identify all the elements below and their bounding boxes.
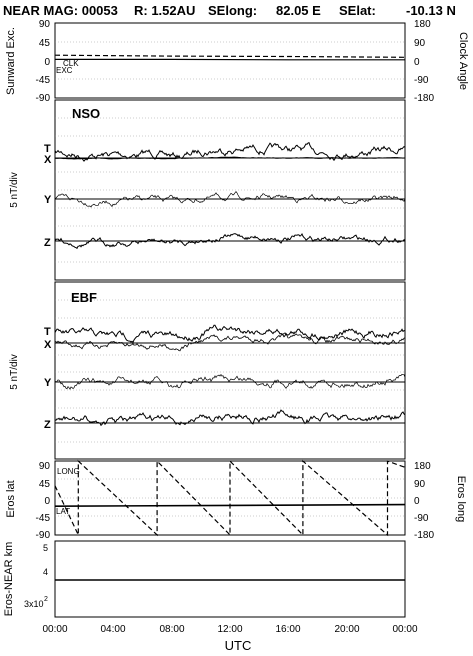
range-ylabel: Eros-NEAR km bbox=[3, 542, 15, 617]
selong-label: SElong: bbox=[208, 3, 257, 18]
tick-label: -90 bbox=[36, 530, 51, 541]
sunward-ylabel: Sunward Exc. bbox=[5, 27, 17, 95]
x-axis-label: UTC bbox=[225, 638, 252, 653]
eros-lat-line bbox=[54, 503, 406, 507]
x-tick-label: 16:00 bbox=[275, 624, 300, 635]
panel-frame-sunward bbox=[54, 22, 406, 99]
long-series-label: LONG bbox=[57, 467, 80, 476]
ebf-trace-label-z: Z bbox=[44, 419, 51, 431]
clock-angle-line bbox=[54, 54, 406, 58]
tick-label: 0 bbox=[414, 496, 420, 507]
ebf-trace-label-t: T bbox=[44, 326, 51, 338]
mission-title: NEAR MAG: 00053 bbox=[3, 3, 118, 18]
x-tick-label: 00:00 bbox=[42, 624, 67, 635]
tick-label: -45 bbox=[36, 75, 51, 86]
tick-label: 0 bbox=[44, 496, 50, 507]
panel-frame-range bbox=[54, 540, 406, 618]
tick-label: 90 bbox=[414, 38, 426, 49]
nso-trace-label-t: T bbox=[44, 143, 51, 155]
clk-series-label: CLK bbox=[63, 59, 79, 68]
selong-value: 82.05 E bbox=[276, 3, 321, 18]
lat-series-label: LAT bbox=[56, 507, 70, 516]
ebf-title: EBF bbox=[71, 290, 97, 305]
range-tick-low: 3x10 bbox=[24, 599, 44, 609]
nso-trace-label-z: Z bbox=[44, 237, 51, 249]
tick-label: 180 bbox=[414, 461, 431, 472]
sunward-gridlines bbox=[55, 41, 405, 80]
eros-long-ylabel: Eros long bbox=[455, 476, 467, 522]
x-tick-label: 12:00 bbox=[217, 624, 242, 635]
panel-frame-ebf bbox=[54, 281, 406, 460]
header: NEAR MAG: 00053 R: 1.52AU SElong: 82.05 … bbox=[3, 3, 456, 18]
eros-long-line bbox=[54, 459, 406, 537]
x-tick-label: 20:00 bbox=[334, 624, 359, 635]
x-tick-label: 08:00 bbox=[159, 624, 184, 635]
nso-baselines bbox=[55, 157, 405, 242]
ebf-ylabel: 5 nT/div bbox=[9, 354, 20, 390]
nso-ylabel: 5 nT/div bbox=[9, 172, 20, 208]
eros-left-ticks: 90 45 0 -45 -90 bbox=[36, 461, 51, 541]
nso-trace-label-x: X bbox=[44, 154, 52, 166]
range-tick-mid: 4 bbox=[43, 567, 48, 577]
tick-label: 0 bbox=[414, 57, 420, 68]
x-tick-label: 04:00 bbox=[100, 624, 125, 635]
nso-trace-label-y: Y bbox=[44, 194, 52, 206]
range-tick-top: 5 bbox=[43, 543, 48, 553]
tick-label: -45 bbox=[36, 513, 51, 524]
tick-label: 0 bbox=[44, 57, 50, 68]
nso-t-trace bbox=[54, 142, 406, 162]
tick-label: 90 bbox=[39, 461, 51, 472]
tick-label: -90 bbox=[36, 93, 51, 104]
eros-right-ticks: 180 90 0 -90 -180 bbox=[414, 461, 434, 541]
ebf-trace-label-y: Y bbox=[44, 377, 52, 389]
x-axis-ticks: 00:00 04:00 08:00 12:00 16:00 20:00 00:0… bbox=[42, 624, 417, 635]
ebf-trace-label-x: X bbox=[44, 339, 52, 351]
tick-label: -90 bbox=[414, 75, 429, 86]
x-tick-label: 00:00 bbox=[392, 624, 417, 635]
ebf-x-trace bbox=[54, 332, 406, 352]
ebf-z-trace bbox=[54, 409, 406, 427]
eros-lat-ylabel: Eros lat bbox=[5, 480, 17, 517]
nso-title: NSO bbox=[72, 106, 100, 121]
exc-series-label: EXC bbox=[56, 66, 73, 75]
nso-z-trace bbox=[54, 233, 406, 250]
tick-label: -180 bbox=[414, 530, 434, 541]
clock-angle-ylabel: Clock Angle bbox=[457, 32, 469, 90]
distance-label: R: 1.52AU bbox=[134, 3, 195, 18]
ebf-y-trace bbox=[54, 373, 406, 390]
tick-label: -180 bbox=[414, 93, 434, 104]
tick-label: 45 bbox=[39, 38, 51, 49]
sunward-right-ticks: 180 90 0 -90 -180 bbox=[414, 19, 434, 104]
tick-label: -90 bbox=[414, 513, 429, 524]
selat-value: -10.13 N bbox=[406, 3, 456, 18]
nso-y-trace bbox=[54, 191, 406, 208]
ebf-gridlines bbox=[55, 299, 405, 443]
tick-label: 90 bbox=[414, 479, 426, 490]
tick-label: 45 bbox=[39, 479, 51, 490]
selat-label: SElat: bbox=[339, 3, 376, 18]
tick-label: 180 bbox=[414, 19, 431, 30]
sunward-left-ticks: 90 45 0 -45 -90 bbox=[36, 19, 51, 104]
ebf-t-trace bbox=[54, 324, 406, 344]
nso-gridlines bbox=[55, 117, 405, 263]
nso-x-trace bbox=[54, 156, 405, 160]
range-tick-low-exponent: 2 bbox=[44, 596, 48, 603]
tick-label: 90 bbox=[39, 19, 51, 30]
